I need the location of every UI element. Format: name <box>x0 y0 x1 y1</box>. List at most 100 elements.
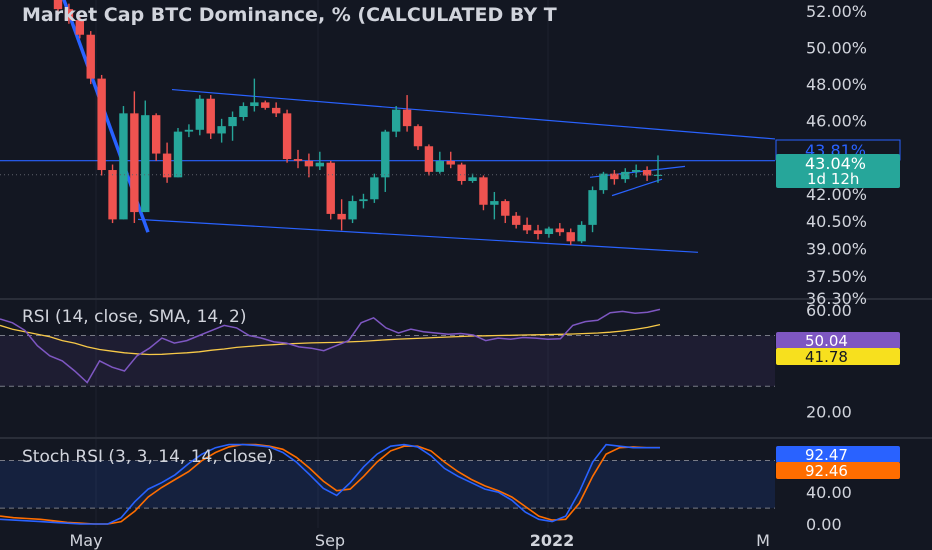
candle-down <box>162 153 172 178</box>
candle-up <box>588 190 597 225</box>
candle-down <box>130 113 139 213</box>
candle-up <box>621 171 630 180</box>
stoch-axis[interactable]: 40.00 0.00 <box>806 483 852 534</box>
candle-up <box>435 160 445 172</box>
channel-lower-line <box>137 218 699 253</box>
rsi-legend[interactable]: RSI (14, close, SMA, 14, 2) <box>22 307 246 327</box>
stoch-d-badge: 92.46 <box>776 462 900 480</box>
price-tick-label: 39.00% <box>806 240 867 259</box>
price-tick-label: 40.50% <box>806 212 867 231</box>
candle-up <box>577 224 586 242</box>
price-tick-label: 46.00% <box>806 112 867 131</box>
rsi-badge: 50.04 <box>776 332 900 350</box>
candle-down <box>413 126 423 147</box>
price-tick-label: 37.50% <box>806 267 867 286</box>
candle-down <box>446 160 455 165</box>
candles <box>53 0 663 245</box>
stoch-k-badge: 92.47 <box>776 446 900 464</box>
time-tick-label: Sep <box>315 531 345 550</box>
candle-down <box>566 232 575 242</box>
candle-up <box>119 113 128 220</box>
candle-down <box>522 224 532 231</box>
candle-down <box>642 170 652 176</box>
rsi-band-lines <box>0 335 775 387</box>
rsi-ma-line <box>0 323 661 356</box>
stoch-k-value: 92.47 <box>805 446 848 464</box>
candle-up <box>173 131 183 178</box>
last-price-value: 43.04% <box>805 154 866 173</box>
candle-up <box>184 129 194 132</box>
rsi-band <box>0 335 775 387</box>
price-tick-label: 52.00% <box>806 2 867 21</box>
candle-up <box>468 177 477 181</box>
candle-down <box>293 159 303 161</box>
stoch-d-value: 92.46 <box>805 462 848 480</box>
candle-up <box>217 126 226 134</box>
candle-up <box>239 106 248 118</box>
candle-down <box>86 34 95 79</box>
candle-down <box>511 215 521 225</box>
stoch-band <box>0 460 775 509</box>
price-tick-label: 36.30% <box>806 289 867 308</box>
rsi-value: 50.04 <box>805 332 848 350</box>
candle-down <box>424 146 434 172</box>
stoch-tick-label: 40.00 <box>806 483 852 502</box>
candle-up <box>228 117 237 127</box>
stoch-legend[interactable]: Stoch RSI (3, 3, 14, 14, close) <box>22 447 274 467</box>
candle-down <box>64 9 74 21</box>
wedge-lower-line <box>611 178 663 197</box>
price-tick-label: 50.00% <box>806 39 867 58</box>
candle-down <box>271 107 281 114</box>
candle-up <box>381 131 390 178</box>
time-tick-label: M <box>756 531 770 550</box>
price-tick-label: 42.00% <box>806 185 867 204</box>
last-price-badge: 43.04% 1d 12h <box>776 154 900 188</box>
channel-upper-line <box>171 88 776 140</box>
price-tick-label: 48.00% <box>806 75 867 94</box>
price-pane[interactable] <box>0 0 776 253</box>
candle-down <box>261 102 270 108</box>
candle-down <box>555 228 565 233</box>
candle-up <box>250 102 259 107</box>
rsi-pane[interactable] <box>0 308 775 387</box>
stoch-k-line <box>0 443 660 525</box>
stoch-tick-label: 0.00 <box>806 515 842 534</box>
candle-down <box>108 170 117 220</box>
time-axis[interactable]: May Sep 2022 M <box>69 531 769 550</box>
candle-up <box>195 98 205 130</box>
candle-up <box>391 109 401 132</box>
candle-down <box>97 78 106 171</box>
candle-down <box>337 213 346 220</box>
candle-up <box>544 228 554 235</box>
bar-countdown: 1d 12h <box>807 170 859 188</box>
rsi-ma-badge: 41.78 <box>776 348 900 366</box>
candle-up <box>490 201 499 205</box>
candle-up <box>141 115 150 213</box>
candle-up <box>315 162 325 167</box>
rsi-tick-label: 60.00 <box>806 301 852 320</box>
candle-down <box>151 115 161 154</box>
candle-up <box>599 173 608 191</box>
candle-down <box>610 173 619 180</box>
candle-down <box>326 162 335 214</box>
candle-up <box>359 199 368 202</box>
rsi-line <box>0 308 661 384</box>
time-tick-label: 2022 <box>530 531 575 550</box>
candle-down <box>304 160 314 167</box>
stoch-rsi-pane[interactable] <box>0 443 775 525</box>
candle-down <box>457 164 466 181</box>
candle-down <box>53 0 63 10</box>
candle-down <box>206 98 215 134</box>
candle-up <box>653 174 663 176</box>
rsi-axis[interactable]: 60.00 20.00 <box>806 301 852 421</box>
candle-down <box>501 201 510 216</box>
candle-up <box>631 170 641 172</box>
time-tick-label: May <box>69 531 102 550</box>
rsi-tick-label: 20.00 <box>806 403 852 422</box>
candle-down <box>282 113 292 160</box>
candle-down <box>533 230 543 235</box>
price-axis[interactable]: 52.00% 50.00% 48.00% 46.00% 42.00% 40.50% 39.0… <box>806 2 867 308</box>
candle-down <box>75 20 85 35</box>
candle-down <box>402 109 412 127</box>
